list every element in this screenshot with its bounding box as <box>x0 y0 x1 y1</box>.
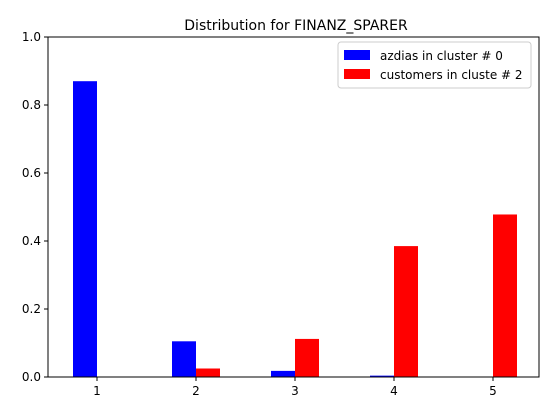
y-tick-label: 0.0 <box>22 370 41 384</box>
legend-label-2: customers in cluste # 2 <box>380 68 523 82</box>
x-tick-label: 4 <box>390 384 398 398</box>
legend-swatch-1 <box>344 50 370 60</box>
y-tick-label: 0.4 <box>22 234 41 248</box>
x-tick-label: 5 <box>489 384 497 398</box>
bar-series-2-cat-4 <box>394 246 418 377</box>
legend-box <box>337 41 532 89</box>
bar-series-1-cat-4 <box>370 375 394 377</box>
y-tick-label: 1.0 <box>22 30 41 44</box>
plot-area: 0.0 0.2 0.4 0.6 0.8 1.0 1 2 3 4 5 <box>22 30 540 398</box>
x-tick-label: 3 <box>291 384 299 398</box>
legend-label-1: azdias in cluster # 0 <box>380 49 503 63</box>
y-tick-label: 0.6 <box>22 166 41 180</box>
axes-frame <box>47 36 540 378</box>
y-tick-label: 0.2 <box>22 302 41 316</box>
x-tick-label: 1 <box>93 384 101 398</box>
x-tick-label: 2 <box>192 384 200 398</box>
legend: azdias in cluster # 0 customers in cluste… <box>337 41 532 89</box>
bar-series-1-cat-3 <box>271 370 295 377</box>
bar-series-2-cat-5 <box>493 214 517 377</box>
bar-series-2-cat-3 <box>295 338 319 377</box>
y-tick-label: 0.8 <box>22 98 41 112</box>
bar-series-1-cat-1 <box>73 81 97 377</box>
bar-series-1-cat-2 <box>172 341 196 377</box>
legend-swatch-2 <box>344 69 370 79</box>
bar-series-2-cat-2 <box>196 368 220 377</box>
chart-title: Distribution for FINANZ_SPARER <box>184 18 408 34</box>
